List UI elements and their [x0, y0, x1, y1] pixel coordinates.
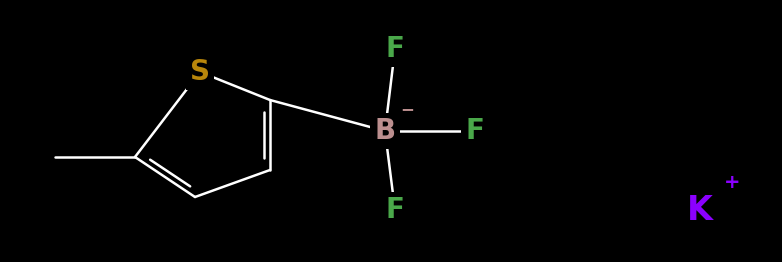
Text: F: F [386, 35, 404, 63]
Text: F: F [465, 117, 484, 145]
Text: −: − [400, 100, 414, 118]
Text: S: S [190, 58, 210, 86]
Text: F: F [386, 196, 404, 224]
Text: K: K [687, 194, 713, 227]
Text: B: B [375, 117, 396, 145]
Text: +: + [724, 172, 741, 192]
